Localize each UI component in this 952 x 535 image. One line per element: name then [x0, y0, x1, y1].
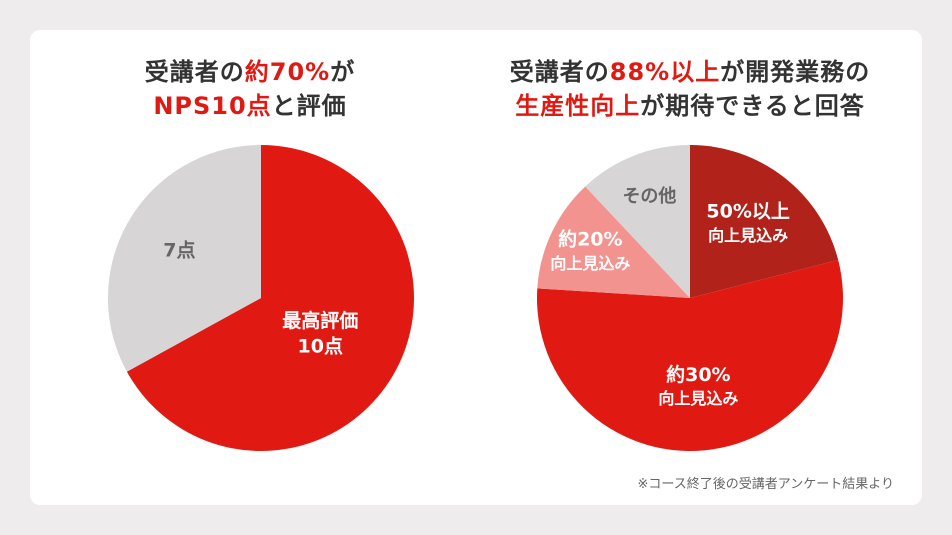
right-title-line1-highlight: 88%以上: [609, 58, 721, 86]
left-title-line1-highlight: 約70%: [244, 58, 331, 86]
pie1-slice-2: [108, 145, 261, 372]
pie2-slice-2-label-line-2: 向上見込み: [658, 389, 738, 408]
pie2-slice-3-label: 約20% 向上見込み: [550, 228, 630, 273]
pie2-slice-3-label-line-1: 約20%: [558, 228, 622, 251]
left-chart-title: 受講者の約70%が NPS10点と評価: [110, 55, 390, 123]
pie2-slice-4-label-line-1: その他: [622, 185, 676, 207]
left-title-line1-pre: 受講者の: [144, 58, 245, 86]
right-title-line2-highlight: 生産性向上: [515, 92, 641, 120]
pie2-slice-1: [690, 145, 839, 298]
pie2-slice-3: [537, 186, 690, 298]
left-title-line2-post: と評価: [271, 92, 347, 120]
pie2-slice-2: [537, 259, 843, 451]
pie1-slice-1-label-line-2: 10点: [298, 336, 343, 358]
pie2-slice-1-label: 50%以上向上見込み: [706, 201, 789, 245]
pie1-slice-1-label: 最高評価 10点: [282, 309, 358, 358]
pie1-slice-2-label-line-1: 7点: [163, 239, 195, 261]
pie1-slice-1: [126, 145, 415, 451]
left-title-line2-highlight: NPS10点: [153, 92, 272, 120]
pie2-slice-3-label-line-2: 向上見込み: [550, 254, 630, 273]
pie2-slice-2-label-line-1: 約30%: [666, 363, 730, 386]
pie2-slice-1-label-line-1: 50%以上: [706, 201, 789, 223]
right-title-line1-pre: 受講者の: [509, 58, 610, 86]
left-title-line1-post: が: [330, 58, 356, 86]
pie2-slice-2-label: 約30% 向上見込み: [658, 363, 738, 408]
pie2-slice-4: [585, 145, 690, 298]
right-title-line2: 生産性向上が期待できると回答: [470, 89, 910, 123]
right-title-line2-post: が期待できると回答: [640, 92, 865, 120]
pie2-slice-4-label: その他: [622, 185, 676, 207]
pie1-slice-1-label-line-1: 最高評価: [282, 309, 358, 332]
right-chart-title: 受講者の88%以上が開発業務の 生産性向上が期待できると回答: [470, 55, 910, 123]
footnote: ※コース終了後の受講者アンケート結果より: [637, 477, 894, 492]
pie1-slice-2-label: 7点: [163, 239, 195, 261]
right-title-line1: 受講者の88%以上が開発業務の: [470, 55, 910, 89]
pie2-slice-1-label-line-2: 向上見込み: [708, 226, 788, 245]
left-title-line2: NPS10点と評価: [110, 89, 390, 123]
left-title-line1: 受講者の約70%が: [110, 55, 390, 89]
right-title-line1-post: が開発業務の: [720, 58, 871, 86]
